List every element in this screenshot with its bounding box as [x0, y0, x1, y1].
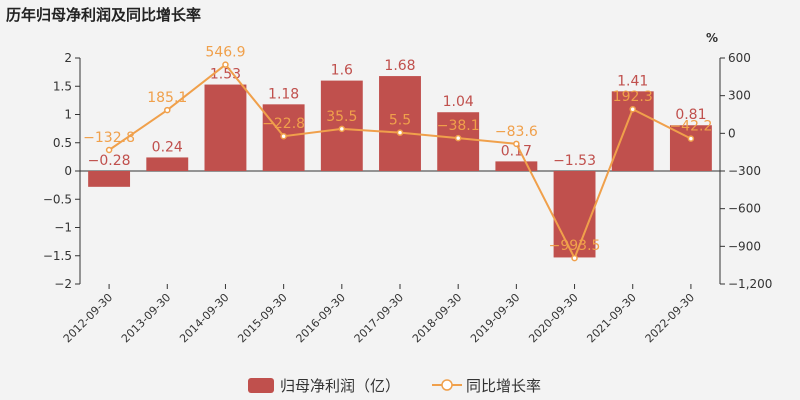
left-tick-label: 0 [64, 164, 72, 178]
growth-rate-point[interactable] [454, 134, 462, 142]
bar[interactable] [146, 157, 189, 171]
bar[interactable] [204, 84, 247, 171]
bar-data-label: 1.41 [617, 73, 648, 89]
growth-rate-data-label: 35.5 [326, 109, 357, 125]
right-tick-label: −900 [728, 239, 761, 253]
bar[interactable] [611, 91, 654, 171]
chart-title: 历年归母净利润及同比增长率 [6, 6, 202, 24]
x-tick-label: 2014-09-30 [177, 291, 231, 345]
growth-rate-point[interactable] [280, 132, 287, 140]
x-tick-label: 2012-09-30 [61, 291, 115, 345]
left-tick-label: 1.5 [53, 79, 72, 93]
left-tick-label: −1 [54, 221, 72, 235]
growth-rate-point[interactable] [571, 254, 578, 262]
left-tick-label: −1.5 [43, 249, 72, 263]
right-tick-label: 300 [728, 89, 751, 103]
left-tick-label: 0.5 [53, 136, 72, 150]
legend-line-marker [441, 379, 453, 391]
growth-rate-data-label: −38.1 [437, 118, 480, 134]
bar-data-label: 1.53 [210, 67, 241, 83]
bar[interactable] [495, 161, 538, 171]
growth-rate-data-label: −42.2 [669, 119, 712, 135]
growth-rate-data-label: −993.5 [549, 238, 601, 254]
bar[interactable] [88, 171, 131, 187]
growth-rate-point[interactable] [687, 135, 695, 142]
growth-rate-point[interactable] [629, 105, 636, 113]
bar-data-label: −0.28 [88, 153, 131, 169]
growth-rate-data-label: −132.8 [83, 130, 135, 146]
x-tick-label: 2018-09-30 [410, 291, 464, 345]
left-tick-label: −2 [54, 277, 72, 291]
growth-rate-point[interactable] [396, 129, 404, 136]
bar-data-label: 1.6 [331, 63, 353, 79]
right-tick-label: 600 [728, 51, 751, 65]
bar-data-label: 0.17 [501, 143, 532, 159]
bar[interactable] [553, 171, 596, 258]
bar-data-label: 1.18 [268, 86, 299, 102]
x-tick-label: 2013-09-30 [119, 291, 173, 345]
bar[interactable] [437, 112, 480, 171]
bar[interactable] [379, 76, 421, 171]
left-tick-label: 1 [64, 108, 72, 122]
legend-bar-label[interactable]: 归母净利润（亿） [280, 377, 400, 395]
x-tick-label: 2015-09-30 [235, 291, 289, 345]
right-tick-label: 0 [728, 126, 736, 140]
growth-rate-data-label: −83.6 [495, 124, 538, 140]
right-tick-label: −1,200 [728, 277, 772, 291]
growth-rate-point[interactable] [105, 146, 113, 154]
bar[interactable] [669, 125, 712, 171]
growth-rate-data-label: 5.5 [389, 113, 411, 129]
x-tick-label: 2021-09-30 [584, 291, 638, 345]
bar-data-label: −1.53 [553, 153, 596, 169]
legend-line-label[interactable]: 同比增长率 [466, 377, 541, 395]
x-tick-label: 2019-09-30 [468, 291, 522, 345]
bar-data-label: 1.68 [384, 58, 415, 74]
left-tick-label: −0.5 [43, 192, 72, 206]
growth-rate-data-label: 185.1 [147, 90, 187, 106]
left-tick-label: 2 [64, 51, 72, 65]
growth-rate-point[interactable] [513, 140, 520, 148]
right-tick-label: −300 [728, 164, 761, 178]
x-tick-label: 2017-09-30 [352, 291, 406, 345]
right-tick-label: −600 [728, 202, 761, 216]
growth-rate-point[interactable] [222, 61, 229, 68]
x-tick-label: 2022-09-30 [643, 291, 697, 345]
x-tick-label: 2016-09-30 [294, 291, 348, 345]
bar-data-label: 0.81 [675, 107, 706, 123]
legend-bar-swatch[interactable] [248, 378, 274, 393]
bar-data-label: 0.24 [152, 139, 183, 155]
growth-rate-data-label: −22.8 [262, 116, 305, 132]
growth-rate-point[interactable] [164, 106, 171, 114]
growth-rate-data-label: 192.3 [613, 89, 653, 105]
growth-rate-data-label: 546.9 [205, 45, 245, 61]
bar-data-label: 1.04 [443, 94, 474, 110]
x-tick-label: 2020-09-30 [526, 291, 580, 345]
right-axis-unit: % [706, 31, 718, 45]
growth-rate-point[interactable] [338, 125, 346, 133]
